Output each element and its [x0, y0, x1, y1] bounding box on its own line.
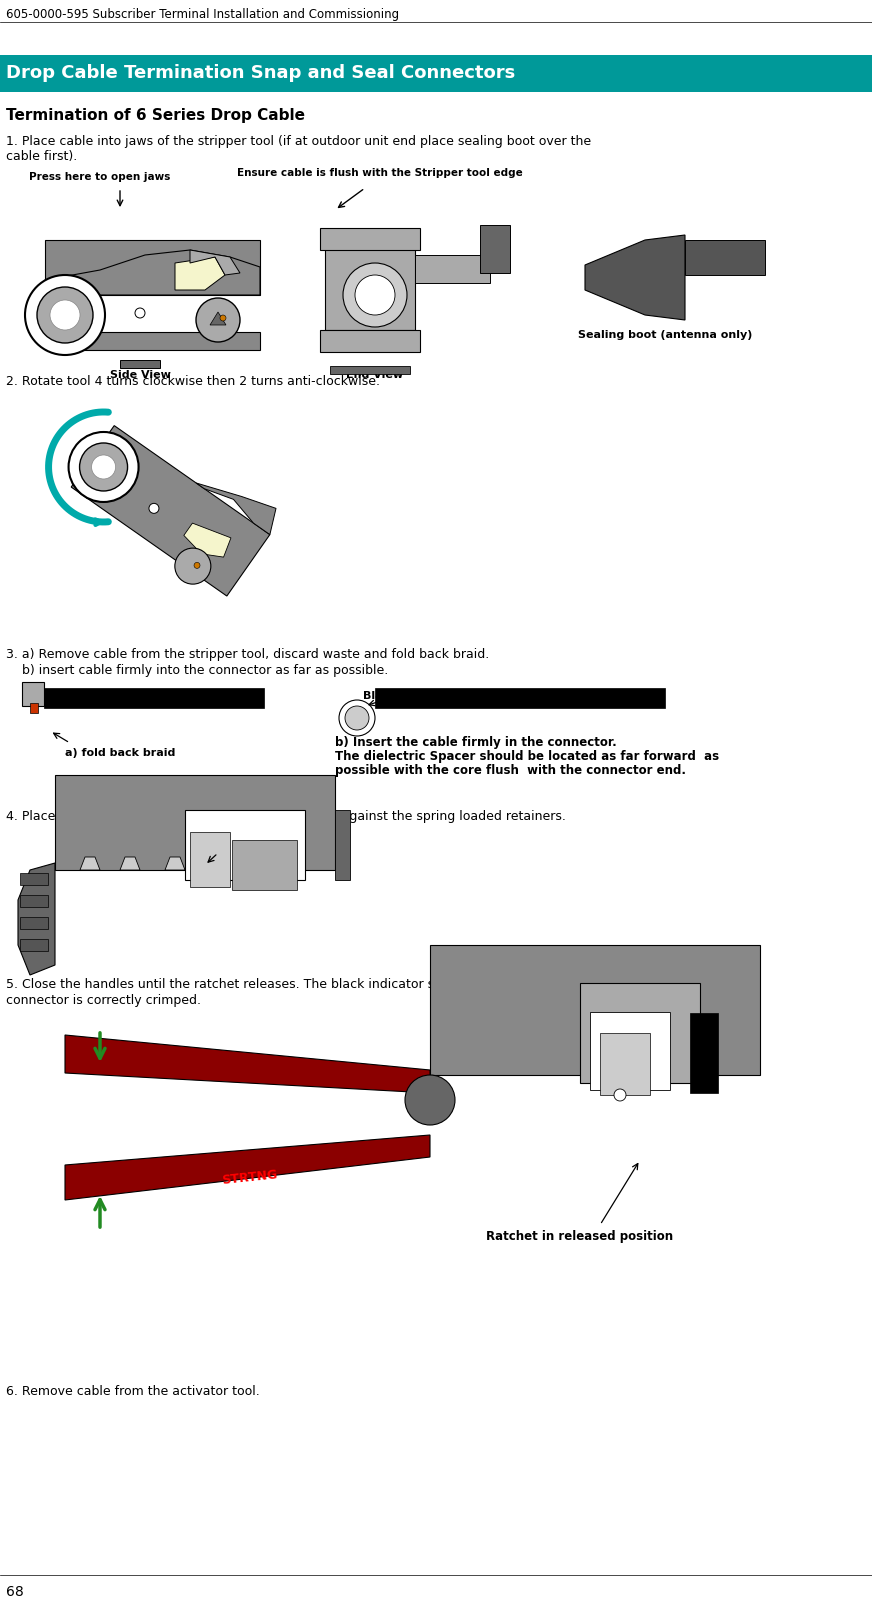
Text: Press here to open jaws: Press here to open jaws: [30, 173, 171, 182]
Bar: [44, 688, 264, 708]
Text: Sealing boot (antenna only): Sealing boot (antenna only): [578, 329, 753, 341]
Bar: [185, 811, 305, 879]
Polygon shape: [210, 312, 226, 325]
Text: STRTNG: STRTNG: [221, 1169, 278, 1188]
Circle shape: [50, 301, 80, 329]
Polygon shape: [45, 249, 260, 294]
Polygon shape: [65, 1035, 430, 1094]
Bar: [232, 839, 297, 891]
Bar: [55, 776, 335, 870]
Bar: [335, 811, 350, 879]
Bar: [22, 683, 44, 707]
Circle shape: [345, 707, 369, 731]
Text: 68: 68: [6, 1585, 24, 1599]
Polygon shape: [190, 249, 240, 275]
Bar: [320, 329, 420, 352]
Circle shape: [220, 315, 226, 321]
Polygon shape: [165, 857, 185, 870]
Polygon shape: [184, 523, 231, 556]
Polygon shape: [72, 425, 269, 596]
Bar: [480, 225, 510, 273]
Bar: [30, 704, 38, 713]
Circle shape: [135, 309, 145, 318]
Text: Ensure cable is flush with the Stripper tool edge: Ensure cable is flush with the Stripper …: [237, 168, 523, 177]
Circle shape: [614, 1089, 626, 1102]
Text: 2. Rotate tool 4 turns clockwise then 2 turns anti-clockwise.: 2. Rotate tool 4 turns clockwise then 2 …: [6, 376, 380, 389]
Polygon shape: [65, 1135, 430, 1199]
Circle shape: [149, 504, 159, 513]
Circle shape: [194, 563, 200, 568]
Circle shape: [69, 432, 139, 502]
Text: b) insert cable firmly into the connector as far as possible.: b) insert cable firmly into the connecto…: [6, 664, 388, 676]
Text: 5. Close the handles until the ratchet releases. The black indicator should not : 5. Close the handles until the ratchet r…: [6, 979, 594, 991]
Bar: [415, 254, 490, 283]
Bar: [20, 916, 48, 929]
Text: Drop Cable Termination Snap and Seal Connectors: Drop Cable Termination Snap and Seal Con…: [6, 64, 515, 83]
Circle shape: [405, 1075, 455, 1126]
Text: a) fold back braid: a) fold back braid: [65, 748, 175, 758]
Text: Ratchet in released position: Ratchet in released position: [487, 1230, 673, 1242]
Circle shape: [343, 262, 407, 328]
Bar: [690, 1014, 718, 1094]
Bar: [20, 873, 48, 884]
Polygon shape: [585, 235, 685, 320]
Bar: [600, 1033, 650, 1095]
Text: Spring loaded retainers: Spring loaded retainers: [152, 839, 309, 852]
Circle shape: [37, 286, 93, 344]
Circle shape: [355, 275, 395, 315]
Bar: [685, 240, 765, 275]
Text: The dielectric Spacer should be located as far forward  as: The dielectric Spacer should be located …: [335, 750, 719, 763]
Bar: [45, 333, 260, 350]
Circle shape: [79, 443, 127, 491]
Bar: [20, 895, 48, 907]
Text: Termination of 6 Series Drop Cable: Termination of 6 Series Drop Cable: [6, 109, 305, 123]
Text: 3. a) Remove cable from the stripper tool, discard waste and fold back braid.: 3. a) Remove cable from the stripper too…: [6, 648, 489, 660]
Text: connector is correctly crimped.: connector is correctly crimped.: [6, 995, 201, 1007]
Circle shape: [92, 456, 116, 480]
Text: 4. Place connector in activator tool by pushing firmly against the spring loaded: 4. Place connector in activator tool by …: [6, 811, 566, 823]
Text: 1. Place cable into jaws of the stripper tool (if at outdoor unit end place seal: 1. Place cable into jaws of the stripper…: [6, 134, 591, 149]
Bar: [120, 360, 160, 368]
Bar: [190, 831, 230, 887]
Polygon shape: [196, 483, 276, 534]
Text: 605-0000-595 Subscriber Terminal Installation and Commissioning: 605-0000-595 Subscriber Terminal Install…: [6, 8, 399, 21]
Bar: [320, 229, 420, 249]
Bar: [325, 230, 415, 329]
Text: 6. Remove cable from the activator tool.: 6. Remove cable from the activator tool.: [6, 1385, 260, 1398]
Polygon shape: [80, 857, 100, 870]
Text: Side View: Side View: [110, 369, 170, 381]
Bar: [590, 1012, 670, 1091]
Circle shape: [196, 297, 240, 342]
Text: Black Indicator: Black Indicator: [364, 691, 457, 700]
Text: possible with the core flush  with the connector end.: possible with the core flush with the co…: [335, 764, 686, 777]
Bar: [430, 945, 760, 1075]
Polygon shape: [120, 857, 140, 870]
Bar: [580, 983, 700, 1083]
Circle shape: [175, 548, 211, 584]
Bar: [45, 240, 260, 294]
Text: b) Insert the cable firmly in the connector.: b) Insert the cable firmly in the connec…: [335, 736, 617, 748]
Bar: [20, 939, 48, 951]
Bar: [0, 54, 872, 93]
Text: End View: End View: [346, 369, 404, 381]
Bar: [375, 688, 665, 708]
Bar: [330, 366, 410, 374]
Circle shape: [339, 700, 375, 736]
Text: cable first).: cable first).: [6, 150, 78, 163]
Circle shape: [25, 275, 105, 355]
Polygon shape: [18, 863, 55, 975]
Polygon shape: [175, 257, 225, 289]
